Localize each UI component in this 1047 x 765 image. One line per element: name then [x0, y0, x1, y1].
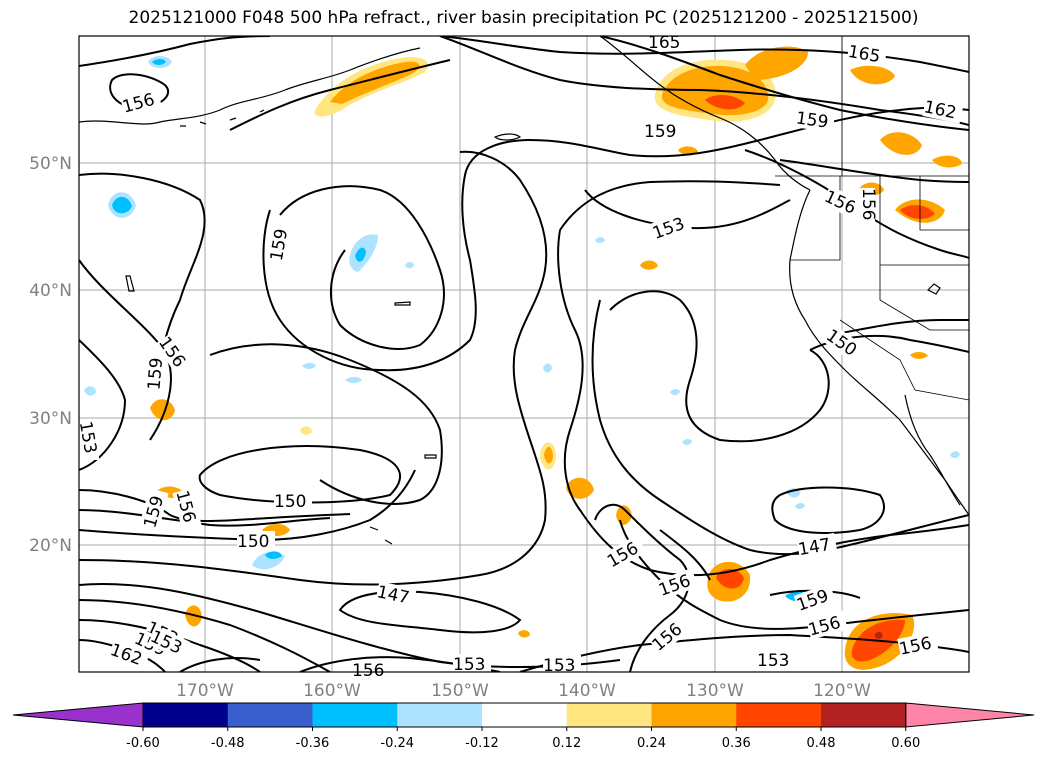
contour-labels: 165 165 162 159 159 156 156 159 156 159 … [75, 33, 964, 681]
colorbar-tick-label: 0.24 [637, 736, 666, 751]
lon-label: 140°W [558, 681, 616, 701]
colorbar-frame [142, 702, 907, 728]
contour-label: 159 [795, 108, 830, 132]
colorbar-cell [227, 703, 313, 727]
lon-label: 150°W [431, 681, 489, 701]
colorbar-tick-label: 0.48 [807, 736, 836, 751]
contour-label: 156 [858, 188, 878, 220]
lon-label: 120°W [813, 681, 871, 701]
colorbar-tick-label: 0.12 [552, 736, 581, 751]
height-contours [79, 36, 969, 672]
precip-positive-shading [150, 46, 962, 670]
lat-label: 20°N [29, 536, 72, 556]
colorbar-cell [397, 703, 483, 727]
colorbar-tick-label: -0.36 [296, 736, 330, 751]
contour-label: 159 [644, 122, 676, 142]
contour-label: 153 [543, 656, 575, 676]
latitude-labels: 50°N 40°N 30°N 20°N [29, 154, 72, 556]
colorbar-cell [482, 703, 568, 727]
lon-label: 160°W [303, 681, 361, 701]
lon-label: 130°W [686, 681, 744, 701]
colorbar-extend-high [905, 702, 1035, 728]
colorbar-cell [566, 703, 652, 727]
colorbar-cell [821, 703, 907, 727]
colorbar-tick-label: 0.36 [722, 736, 751, 751]
colorbar: -0.60 -0.48 -0.36 -0.24 -0.12 0.12 0.24 0.36 0.4… [12, 702, 1035, 751]
colorbar-tick-label: -0.60 [126, 736, 160, 751]
colorbar-extend-low [12, 702, 144, 728]
contour-label: 153 [757, 651, 789, 671]
lon-label: 170°W [176, 681, 234, 701]
contour-label: 165 [648, 33, 680, 53]
contour-label: 150 [237, 532, 269, 552]
colorbar-tick-label: -0.48 [211, 736, 245, 751]
colorbar-tick-label: -0.24 [380, 736, 414, 751]
lat-label: 50°N [29, 154, 72, 174]
longitude-labels: 170°W 160°W 150°W 140°W 130°W 120°W [176, 681, 871, 701]
colorbar-cell [312, 703, 398, 727]
coastlines [79, 36, 969, 545]
colorbar-cell [736, 703, 822, 727]
colorbar-tick-label: -0.12 [465, 736, 499, 751]
contour-label: 150 [274, 492, 306, 512]
contour-label: 156 [352, 661, 384, 681]
map-frame [78, 35, 970, 673]
contour-label: 153 [453, 655, 485, 675]
contour-label: 159 [144, 357, 167, 391]
colorbar-tick-label: 0.60 [891, 736, 920, 751]
country-borders [775, 36, 969, 401]
map-area [79, 36, 969, 672]
colorbar-cell [651, 703, 737, 727]
lat-label: 40°N [29, 281, 72, 301]
colorbar-cell [143, 703, 229, 727]
map-title: 2025121000 F048 500 hPa refract., river … [128, 8, 919, 28]
lat-label: 30°N [29, 409, 72, 429]
